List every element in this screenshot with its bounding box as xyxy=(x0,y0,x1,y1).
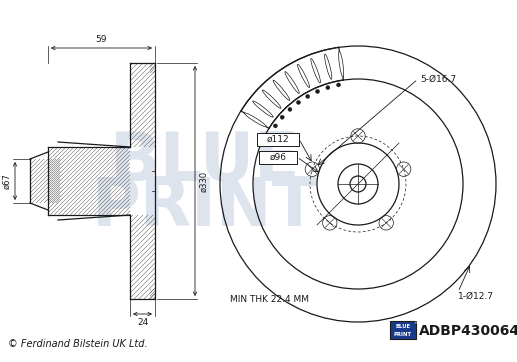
Ellipse shape xyxy=(273,80,290,100)
Bar xyxy=(257,132,299,146)
Ellipse shape xyxy=(245,113,266,127)
Circle shape xyxy=(315,89,320,93)
Bar xyxy=(259,151,297,164)
Text: ADBP430064: ADBP430064 xyxy=(419,324,517,338)
Text: MIN THK 22.4 MM: MIN THK 22.4 MM xyxy=(230,295,309,304)
Circle shape xyxy=(280,115,284,119)
Ellipse shape xyxy=(325,54,332,79)
Circle shape xyxy=(296,100,300,104)
Circle shape xyxy=(273,124,278,128)
Text: PRINT: PRINT xyxy=(92,174,318,240)
Text: 24: 24 xyxy=(137,318,148,327)
Circle shape xyxy=(306,94,310,98)
Ellipse shape xyxy=(285,72,299,93)
Text: BLUE: BLUE xyxy=(396,324,410,329)
Text: 59: 59 xyxy=(96,35,107,44)
Ellipse shape xyxy=(262,90,281,108)
Text: PRINT: PRINT xyxy=(394,332,412,337)
Text: 1-Ø12.7: 1-Ø12.7 xyxy=(458,291,494,300)
Ellipse shape xyxy=(297,64,310,88)
Circle shape xyxy=(288,108,292,111)
Ellipse shape xyxy=(253,101,273,117)
Text: 5-Ø16.7: 5-Ø16.7 xyxy=(420,75,456,84)
Circle shape xyxy=(326,85,330,90)
Text: ø96: ø96 xyxy=(269,152,286,161)
Text: ®: ® xyxy=(413,321,417,325)
Text: © Ferdinand Bilstein UK Ltd.: © Ferdinand Bilstein UK Ltd. xyxy=(8,339,148,349)
Text: BLUE: BLUE xyxy=(110,129,300,195)
Text: ø112: ø112 xyxy=(267,135,290,143)
Text: ø67: ø67 xyxy=(2,173,11,189)
Ellipse shape xyxy=(339,51,344,77)
Text: ø330: ø330 xyxy=(199,171,208,191)
Bar xyxy=(390,321,416,339)
Circle shape xyxy=(337,83,341,87)
Ellipse shape xyxy=(311,59,321,83)
